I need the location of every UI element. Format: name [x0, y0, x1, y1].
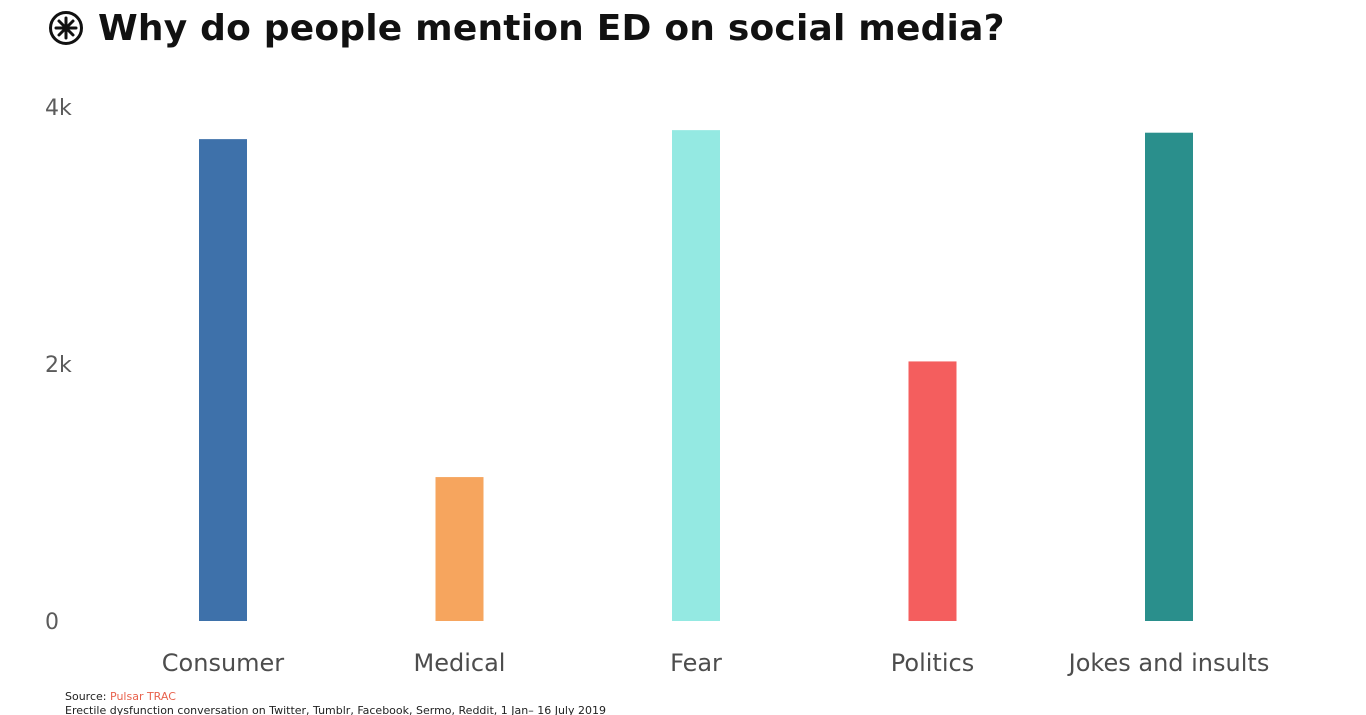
bar[interactable]: [908, 361, 957, 621]
bar[interactable]: [1145, 132, 1193, 621]
bar[interactable]: [672, 130, 720, 621]
source-label: Source:: [65, 690, 107, 703]
source-name: Pulsar TRAC: [110, 690, 176, 703]
x-tick-label: Consumer: [162, 649, 285, 677]
header: Why do people mention ED on social media…: [48, 4, 1005, 52]
x-tick-label: Jokes and insults: [1067, 649, 1270, 677]
bar[interactable]: [435, 477, 484, 621]
x-tick-label: Fear: [670, 649, 722, 677]
x-tick-label: Medical: [414, 649, 506, 677]
bars: [199, 130, 1193, 621]
y-axis-ticks: 0 2k 4k: [45, 96, 72, 635]
y-tick-label: 4k: [45, 96, 72, 121]
pulsar-logo-icon: [49, 11, 83, 45]
y-tick-label: 0: [45, 610, 59, 635]
x-axis-labels: Consumer Medical Fear Politics Jokes and ins…: [162, 649, 1270, 677]
y-tick-label: 2k: [45, 353, 72, 378]
source-note: Erectile dysfunction conversation on Twi…: [65, 704, 606, 715]
bar[interactable]: [199, 139, 247, 621]
x-tick-label: Politics: [891, 649, 974, 677]
footer: Source: Pulsar TRAC Erectile dysfunction…: [65, 690, 606, 715]
source-line: Source: Pulsar TRAC: [65, 690, 606, 704]
chart-title: Why do people mention ED on social media…: [98, 7, 1005, 49]
